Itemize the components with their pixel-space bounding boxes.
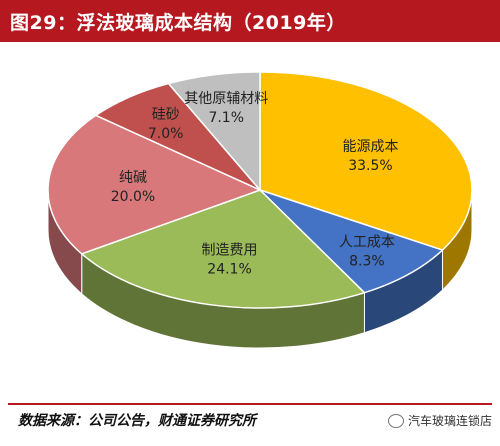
slice-label: 人工成本 xyxy=(339,235,395,251)
slice-value: 8.3% xyxy=(349,254,385,270)
slice-value: 24.1% xyxy=(207,262,251,278)
pie-slice-3 xyxy=(80,189,366,309)
title-bar: 图29：浮法玻璃成本结构（2019年） xyxy=(0,0,500,42)
slice-value: 7.1% xyxy=(208,110,244,126)
footer-divider xyxy=(8,403,492,405)
watermark-text: 汽车玻璃连锁店 xyxy=(407,414,492,428)
watermark: 汽车玻璃连锁店 xyxy=(387,412,492,429)
slice-label: 硅砂 xyxy=(152,107,180,123)
slice-label: 纯碱 xyxy=(119,170,147,186)
wechat-icon xyxy=(387,413,404,428)
slice-label: 制造费用 xyxy=(202,243,258,259)
pie-slice-4 xyxy=(47,114,262,255)
pie-slice-6 xyxy=(167,71,261,193)
data-source: 数据来源：公司公告，财通证券研究所 xyxy=(18,413,256,429)
slice-value: 20.0% xyxy=(111,189,155,205)
chart-area: 能源成本 33.5% 人工成本 8.3% 制造费用 24.1% 纯碱 20.0% 硅砂 7.0% 其… xyxy=(0,42,500,397)
pie-slice-2 xyxy=(259,189,444,294)
slice-label: 其他原辅材料 xyxy=(184,91,268,107)
pie-labels: 能源成本 33.5% 人工成本 8.3% 制造费用 24.1% 纯碱 20.0% 硅砂 7.0% 其… xyxy=(111,91,399,278)
slice-value: 33.5% xyxy=(348,158,392,174)
chart-title: 图29：浮法玻璃成本结构（2019年） xyxy=(10,11,346,34)
slice-label: 能源成本 xyxy=(342,139,398,155)
pie-chart: 能源成本 33.5% 人工成本 8.3% 制造费用 24.1% 纯碱 20.0% 硅砂 7.0% 其… xyxy=(47,71,473,349)
pie-slice-1 xyxy=(259,71,473,251)
pie-top xyxy=(47,71,473,309)
slice-value: 7.0% xyxy=(148,126,184,142)
